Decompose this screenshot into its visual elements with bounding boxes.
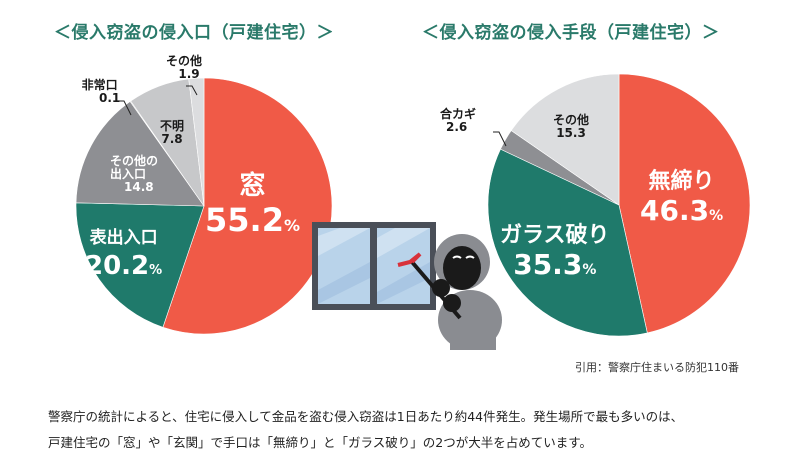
description-text: 警察庁の統計によると、住宅に侵入して金品を盗む侵入窃盗は1日あたり約44件発生。… xyxy=(48,404,683,456)
label-window-value: 55.2 xyxy=(205,200,284,239)
source-citation: 引用：警察庁住まいる防犯110番 xyxy=(575,361,739,374)
label-duplicate-key: 合カギ 2.6 xyxy=(440,107,477,135)
pie-slice xyxy=(75,101,205,207)
label-front-entrance: 表出入口 20.2% xyxy=(85,229,162,280)
pie-slice xyxy=(510,73,620,206)
label-glass-name: ガラス破り xyxy=(500,223,610,248)
label-front-name: 表出入口 xyxy=(89,228,158,248)
label-emergency-name: 非常口 xyxy=(81,78,118,92)
label-other-name: その他 xyxy=(166,54,203,68)
label-dupkey-value: 2.6 xyxy=(446,120,468,135)
label-other-exits-line1: その他の xyxy=(110,154,159,168)
label-unknown: 不明 7.8 xyxy=(160,119,185,147)
label-emergency-value: 0.1 xyxy=(99,91,121,106)
pie-slice xyxy=(487,148,648,337)
label-glass-value-wrap: 35.3% xyxy=(500,248,610,282)
label-other-entry: その他 1.9 xyxy=(166,54,203,82)
label-front-value: 20.2 xyxy=(85,250,150,281)
pie-slice xyxy=(188,77,205,207)
pie-slice xyxy=(75,202,205,328)
label-other-value: 1.9 xyxy=(178,67,200,82)
label-other-exits-value: 14.8 xyxy=(124,180,154,195)
label-glass-value: 35.3 xyxy=(513,248,583,282)
label-unlocked-value-wrap: 46.3% xyxy=(640,194,724,228)
label-unlocked: 無締り 46.3% xyxy=(640,169,724,228)
left-chart-title: ＜侵入窃盗の侵入口（戸建住宅）＞ xyxy=(54,23,334,43)
description-line-1: 警察庁の統計によると、住宅に侵入して金品を盗む侵入窃盗は1日あたり約44件発生。… xyxy=(48,409,684,424)
label-unlocked-value: 46.3 xyxy=(640,194,710,228)
label-emergency-exit: 非常口 0.1 xyxy=(79,78,121,106)
label-dupkey-name: 合カギ xyxy=(440,107,477,121)
leader-line-dupkey xyxy=(493,131,507,147)
leader-line-emergency xyxy=(118,100,132,116)
percent-sign: % xyxy=(283,215,300,235)
label-unknown-value: 7.8 xyxy=(161,132,183,147)
label-other-exits-line2: 出入口 xyxy=(110,167,147,182)
label-front-value-wrap: 20.2% xyxy=(85,250,163,281)
label-other-method-value: 15.3 xyxy=(556,126,586,141)
leader-line-other xyxy=(186,85,198,96)
label-other-method: その他 15.3 xyxy=(553,113,590,141)
description-line-2: 戸建住宅の「窓」や「玄関」で手口は「無締り」と「ガラス破り」の2つが大半を占めて… xyxy=(48,435,592,450)
label-window: 窓 55.2% xyxy=(205,172,300,238)
label-unknown-name: 不明 xyxy=(160,119,185,133)
burglar-illustration xyxy=(397,234,502,350)
pie-slice xyxy=(618,73,751,334)
percent-sign: % xyxy=(709,208,724,225)
percent-sign: % xyxy=(582,262,597,279)
label-window-value-wrap: 55.2% xyxy=(205,200,300,239)
percent-sign: % xyxy=(149,262,163,278)
label-window-name: 窓 xyxy=(239,171,266,201)
pie-chart-entry-points xyxy=(75,77,333,335)
label-unlocked-name: 無締り xyxy=(648,169,715,194)
label-other-method-name: その他 xyxy=(553,113,590,127)
pie-chart-methods xyxy=(487,73,751,337)
label-glass-breaking: ガラス破り 35.3% xyxy=(500,223,610,282)
right-chart-title: ＜侵入窃盗の侵入手段（戸建住宅）＞ xyxy=(422,23,720,43)
label-other-exits: その他の 出入口 14.8 xyxy=(110,154,159,195)
